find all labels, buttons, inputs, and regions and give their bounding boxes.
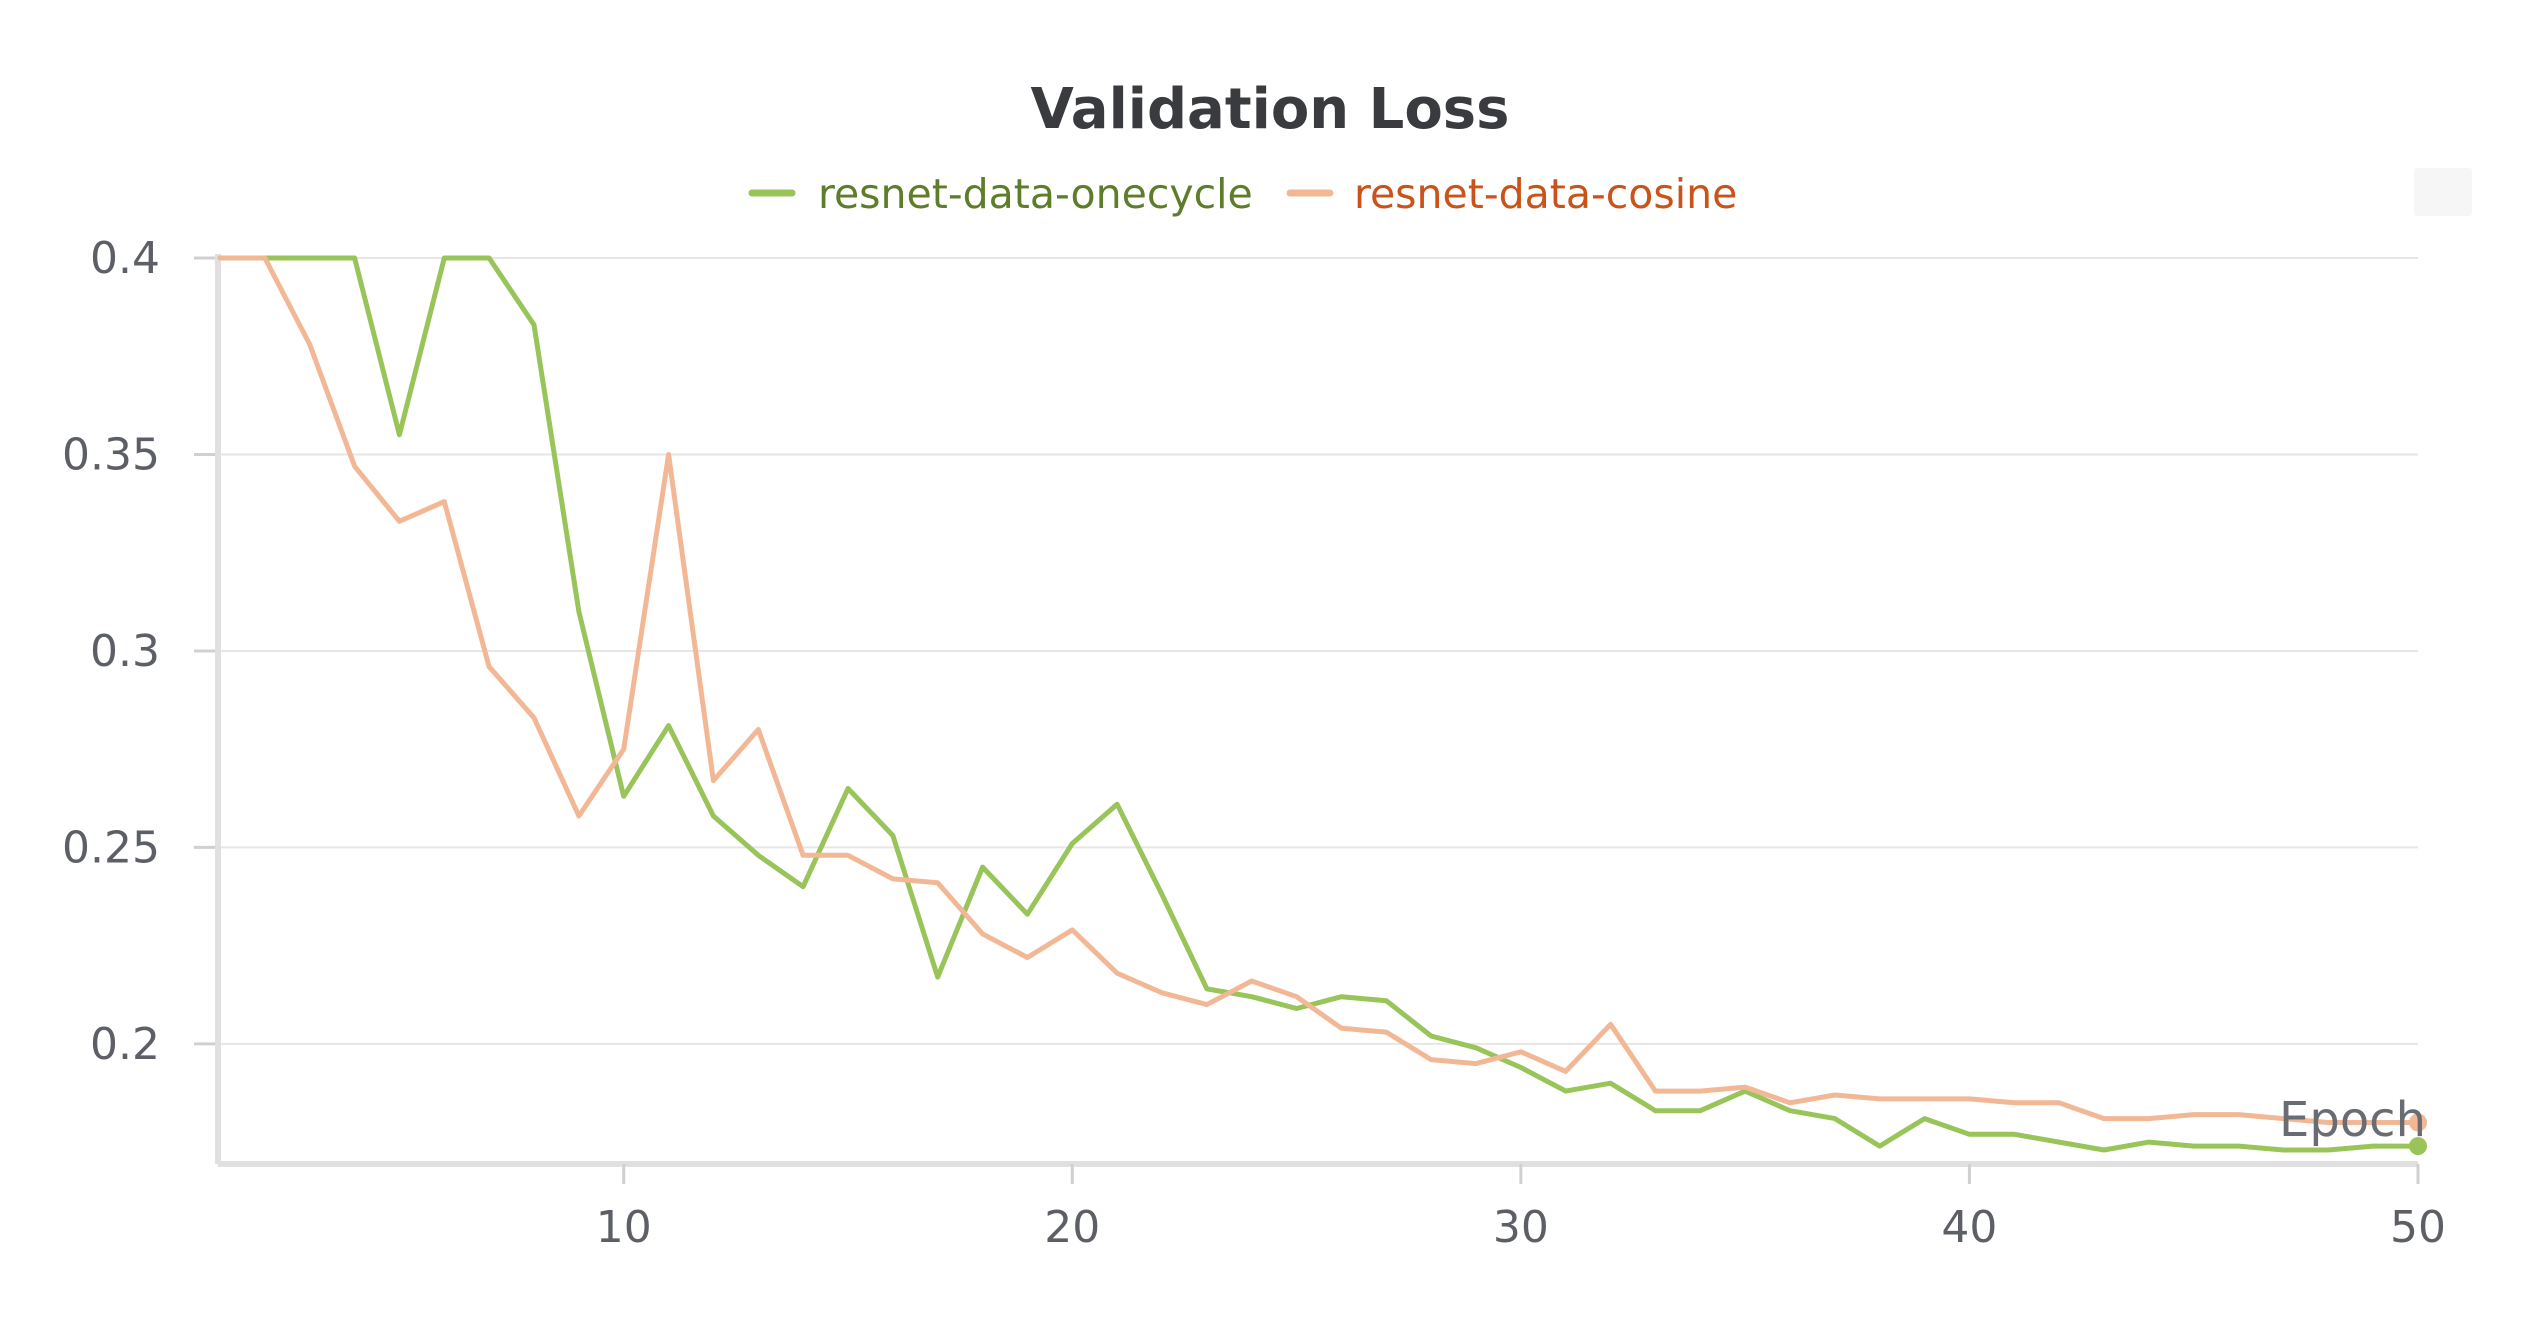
- tick-labels: 0.4 0.35 0.3 0.25 0.2 10 20 30 40 50: [62, 233, 2446, 1253]
- y-tick-label: 0.25: [62, 822, 160, 873]
- legend-item-cosine[interactable]: resnet-data-cosine: [1286, 170, 1737, 218]
- x-tick-label: 30: [1493, 1202, 1549, 1253]
- series-endpoint-onecycle: [2409, 1137, 2427, 1156]
- x-axis-label: Epoch: [2279, 1092, 2426, 1148]
- y-tick-label: 0.4: [90, 233, 160, 284]
- y-tick-label: 0.2: [90, 1019, 160, 1070]
- series-line-cosine: [217, 255, 2421, 1125]
- chart-title: Validation Loss: [1031, 77, 1510, 142]
- series-endpoint-cosine: [2409, 1113, 2427, 1132]
- legend-label-cosine: resnet-data-cosine: [1354, 170, 1737, 218]
- grid-lines: [220, 257, 2418, 1045]
- y-tick-label: 0.35: [62, 429, 160, 480]
- axes: [194, 254, 2420, 1184]
- legend-item-onecycle[interactable]: resnet-data-onecycle: [748, 170, 1253, 218]
- x-tick-label: 50: [2390, 1202, 2446, 1253]
- legend[interactable]: resnet-data-onecycle resnet-data-cosine: [748, 170, 1737, 218]
- x-tick-label: 10: [596, 1202, 652, 1253]
- panel-control-icon[interactable]: [2414, 168, 2472, 216]
- y-tick-label: 0.3: [90, 626, 160, 677]
- x-tick-label: 40: [1941, 1202, 1997, 1253]
- series-lines: [217, 255, 2427, 1156]
- legend-label-onecycle: resnet-data-onecycle: [818, 170, 1253, 218]
- series-line-onecycle: [217, 255, 2421, 1153]
- x-tick-label: 20: [1044, 1202, 1100, 1253]
